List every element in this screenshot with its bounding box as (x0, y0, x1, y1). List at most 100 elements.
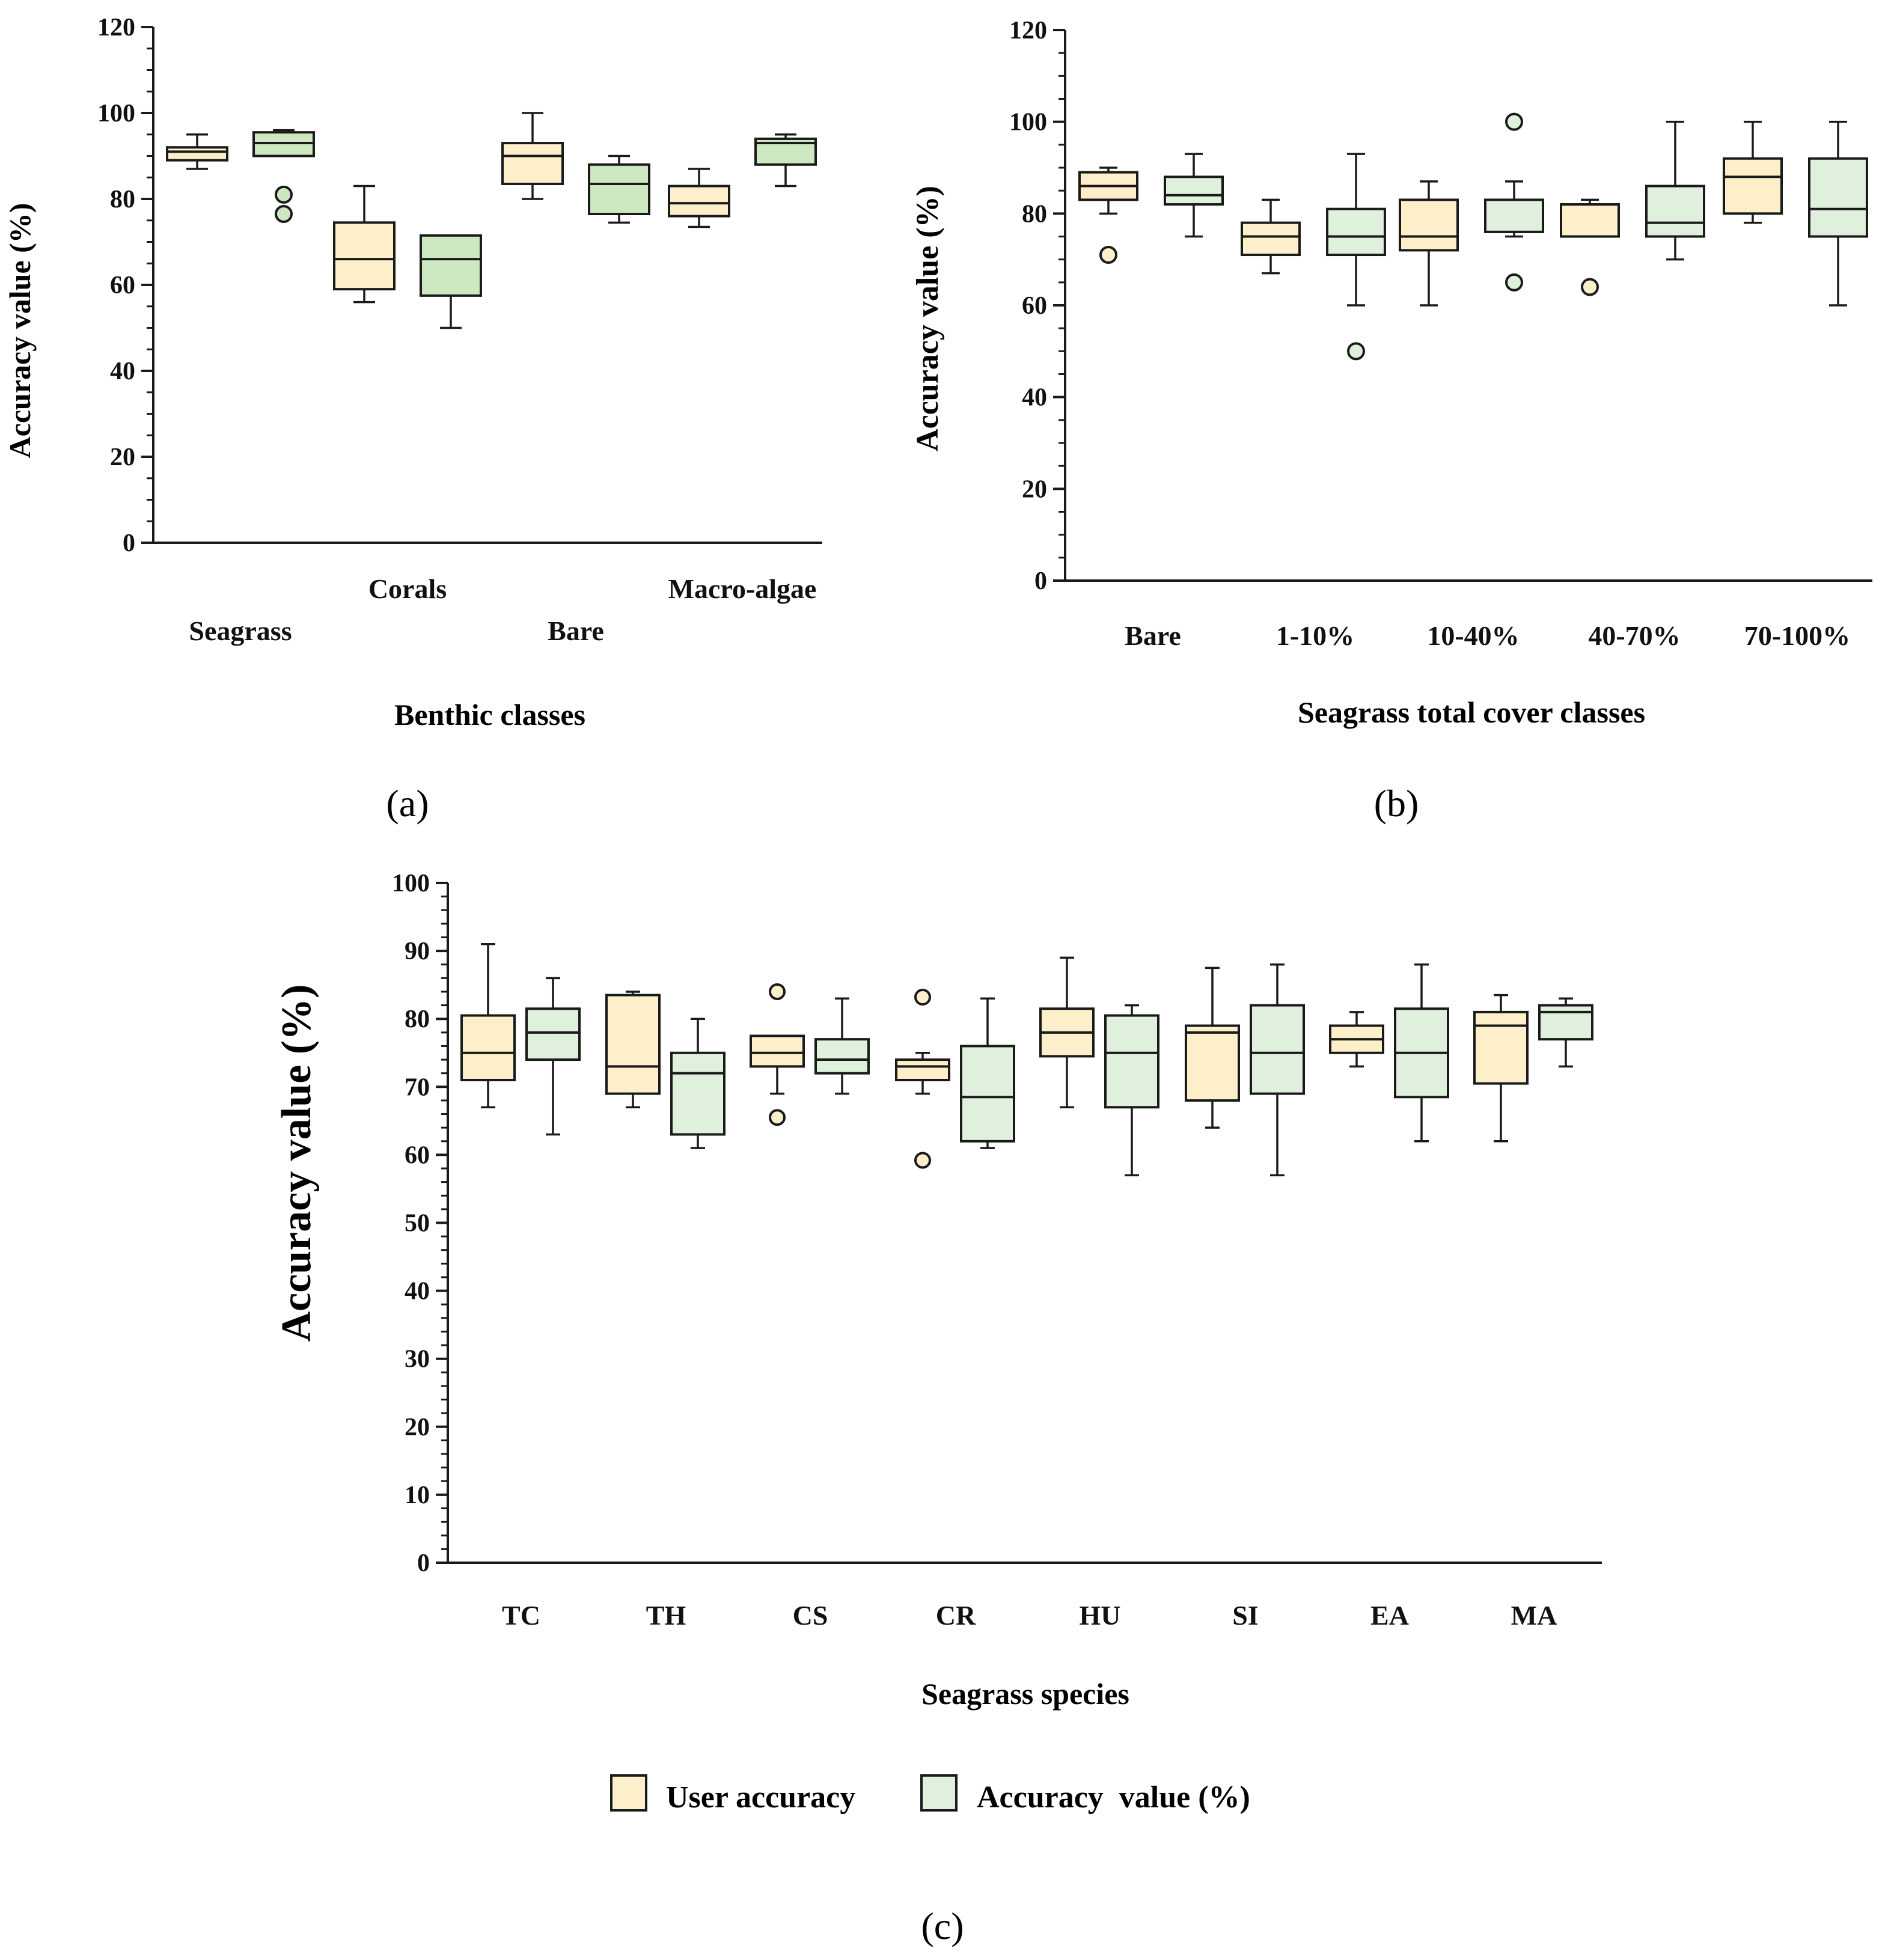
category-label: TC (502, 1600, 540, 1631)
box-user (1329, 1011, 1384, 1068)
y-tick-label: 20 (1022, 475, 1047, 503)
iqr-box (501, 142, 564, 185)
box-user (501, 112, 564, 200)
y-tick-label: 100 (1009, 109, 1047, 136)
category-label: 1-10% (1276, 620, 1354, 651)
box-user (605, 991, 661, 1108)
y-tick-label: 50 (405, 1210, 430, 1238)
panel-b: Accuracy value (%) Seagrass total cover … (911, 17, 1872, 825)
y-tick-label: 0 (1034, 567, 1047, 595)
box-user (1399, 180, 1459, 307)
box-user (895, 989, 950, 1169)
category-label: Bare (548, 615, 604, 646)
box-producer (1326, 153, 1386, 361)
y-tick-label: 40 (110, 358, 135, 385)
box-user (1241, 198, 1301, 275)
legend-user-label: User accuracy (666, 1780, 855, 1815)
outlier-point (275, 205, 293, 224)
panel-a-ylabel: Accuracy value (%) (3, 203, 37, 459)
box-producer (525, 977, 581, 1136)
iqr-box (1164, 176, 1224, 206)
panel-c-label: (c) (921, 1905, 964, 1947)
iqr-box (1645, 185, 1705, 238)
category-label: Corals (368, 573, 447, 604)
iqr-box (1185, 1024, 1240, 1102)
category-label: 70-100% (1744, 620, 1850, 651)
y-tick-label: 60 (405, 1141, 430, 1169)
iqr-box (1326, 207, 1386, 257)
box-producer (960, 997, 1015, 1149)
panel-c: Accuracy value (%) Seagrass species (c) … (273, 870, 1602, 1947)
y-tick-label: 10 (405, 1482, 430, 1509)
iqr-box (460, 1014, 516, 1081)
iqr-box (814, 1038, 870, 1075)
outlier-point (769, 983, 786, 1000)
box-user (166, 133, 228, 170)
y-tick-label: 100 (392, 870, 430, 897)
panel-a-label: (a) (386, 782, 429, 825)
y-tick-label: 120 (1009, 17, 1047, 44)
box-producer (1808, 120, 1868, 307)
category-label: Macro-algae (668, 573, 817, 604)
category-label: CR (936, 1600, 976, 1631)
iqr-box (605, 994, 661, 1095)
iqr-box (1399, 198, 1459, 252)
panel-c-ylabel: Accuracy value (%) (273, 985, 320, 1342)
iqr-box (588, 163, 650, 216)
iqr-box (750, 1034, 805, 1068)
box-user (460, 943, 516, 1108)
iqr-box (1560, 203, 1620, 238)
outlier-point (914, 989, 931, 1006)
box-user (1078, 166, 1138, 264)
category-label: Seagrass (189, 615, 292, 646)
box-producer (1645, 120, 1705, 261)
y-tick-label: 60 (1022, 292, 1047, 320)
box-producer (1484, 112, 1544, 292)
legend-producer-swatch (920, 1774, 958, 1812)
y-tick-label: 70 (405, 1073, 430, 1101)
box-producer (1250, 963, 1305, 1177)
category-label: TH (646, 1600, 686, 1631)
iqr-box (670, 1051, 726, 1136)
panel-b-xlabel: Seagrass total cover classes (1298, 695, 1645, 729)
outlier-point (1581, 278, 1599, 296)
iqr-box (166, 146, 228, 162)
box-user (668, 168, 730, 228)
box-producer (814, 997, 870, 1095)
outlier-point (275, 185, 293, 204)
y-tick-label: 100 (97, 100, 135, 127)
iqr-box (420, 234, 482, 297)
iqr-box (1484, 198, 1544, 233)
category-label: 40-70% (1588, 620, 1680, 651)
y-tick-label: 20 (110, 444, 135, 471)
box-producer (754, 133, 817, 188)
iqr-box (525, 1007, 581, 1061)
legend-user-swatch (610, 1774, 647, 1812)
panel-b-label: (b) (1374, 782, 1419, 825)
y-tick-label: 0 (123, 530, 135, 557)
box-producer (1538, 997, 1593, 1068)
box-user (1039, 956, 1095, 1108)
box-producer (670, 1018, 726, 1149)
box-producer (1394, 963, 1449, 1143)
iqr-box (1538, 1004, 1593, 1041)
box-user (1185, 966, 1240, 1129)
legend: User accuracy Accuracy value (%) (610, 1774, 1250, 1815)
y-tick-label: 60 (110, 272, 135, 299)
box-producer (252, 129, 315, 224)
box-user (1473, 994, 1529, 1143)
category-label: Bare (1125, 620, 1181, 651)
y-tick-label: 120 (97, 14, 135, 41)
iqr-box (1104, 1014, 1159, 1109)
box-user (1560, 198, 1620, 296)
category-label: MA (1511, 1600, 1557, 1631)
outlier-point (914, 1152, 931, 1169)
category-label: EA (1370, 1600, 1409, 1631)
outlier-point (769, 1109, 786, 1126)
outlier-point (1347, 342, 1365, 361)
iqr-box (1723, 157, 1783, 215)
outlier-point (1505, 273, 1523, 292)
category-label: HU (1080, 1600, 1121, 1631)
category-label: CS (793, 1600, 828, 1631)
